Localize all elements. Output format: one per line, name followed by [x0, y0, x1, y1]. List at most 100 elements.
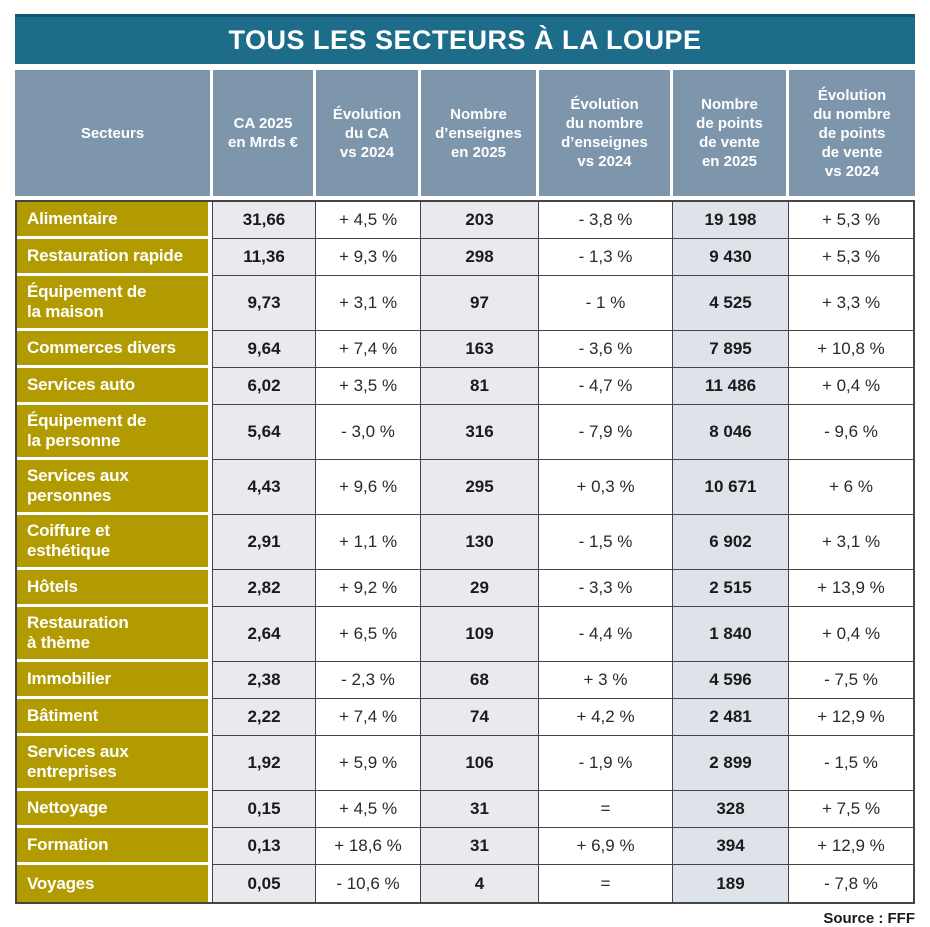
points-vente-evolution-value: + 5,3 %: [788, 202, 913, 239]
enseignes-count-value: 130: [420, 515, 538, 570]
sector-label: Alimentaire: [17, 202, 212, 239]
enseignes-evolution-value: + 3 %: [538, 662, 672, 699]
ca-2025-value: 5,64: [212, 405, 315, 460]
ca-2025-value: 2,91: [212, 515, 315, 570]
enseignes-evolution-value: - 7,9 %: [538, 405, 672, 460]
enseignes-evolution-value: - 3,6 %: [538, 331, 672, 368]
source-credit: Source : FFF: [823, 910, 915, 927]
points-vente-count-value: 4 525: [672, 276, 788, 331]
enseignes-evolution-value: + 6,9 %: [538, 828, 672, 865]
enseignes-evolution-value: - 1 %: [538, 276, 672, 331]
enseignes-count-value: 74: [420, 699, 538, 736]
enseignes-evolution-value: - 1,9 %: [538, 736, 672, 791]
sector-label: Hôtels: [17, 570, 212, 607]
points-vente-count-value: 4 596: [672, 662, 788, 699]
table-row: Alimentaire 31,66 + 4,5 % 203 - 3,8 % 19…: [17, 202, 913, 239]
enseignes-count-value: 31: [420, 828, 538, 865]
ca-evolution-value: + 6,5 %: [315, 607, 420, 662]
enseignes-count-value: 109: [420, 607, 538, 662]
points-vente-count-value: 8 046: [672, 405, 788, 460]
table-row: Nettoyage 0,15 + 4,5 % 31 = 328 + 7,5 %: [17, 791, 913, 828]
table-row: Restauration rapide 11,36 + 9,3 % 298 - …: [17, 239, 913, 276]
ca-2025-value: 0,15: [212, 791, 315, 828]
enseignes-evolution-value: =: [538, 791, 672, 828]
enseignes-evolution-value: - 3,3 %: [538, 570, 672, 607]
enseignes-count-value: 97: [420, 276, 538, 331]
sector-label: Équipement de la maison: [17, 276, 212, 331]
sector-label: Commerces divers: [17, 331, 212, 368]
points-vente-count-value: 394: [672, 828, 788, 865]
points-vente-count-value: 11 486: [672, 368, 788, 405]
points-vente-evolution-value: + 6 %: [788, 460, 913, 515]
sector-label: Équipement de la personne: [17, 405, 212, 460]
table-row: Bâtiment 2,22 + 7,4 % 74 + 4,2 % 2 481 +…: [17, 699, 913, 736]
points-vente-evolution-value: - 1,5 %: [788, 736, 913, 791]
sector-label: Coiffure et esthétique: [17, 515, 212, 570]
enseignes-evolution-value: =: [538, 865, 672, 902]
header-nombre-enseignes: Nombre d’enseignes en 2025: [418, 70, 536, 196]
points-vente-evolution-value: + 3,3 %: [788, 276, 913, 331]
ca-2025-value: 0,13: [212, 828, 315, 865]
ca-evolution-value: + 9,2 %: [315, 570, 420, 607]
ca-evolution-value: + 9,6 %: [315, 460, 420, 515]
header-evolution-enseignes: Évolution du nombre d’enseignes vs 2024: [536, 70, 670, 196]
points-vente-evolution-value: + 12,9 %: [788, 828, 913, 865]
ca-2025-value: 6,02: [212, 368, 315, 405]
ca-evolution-value: + 3,1 %: [315, 276, 420, 331]
points-vente-count-value: 2 899: [672, 736, 788, 791]
ca-2025-value: 0,05: [212, 865, 315, 902]
points-vente-count-value: 9 430: [672, 239, 788, 276]
enseignes-count-value: 295: [420, 460, 538, 515]
ca-2025-value: 4,43: [212, 460, 315, 515]
points-vente-evolution-value: + 0,4 %: [788, 607, 913, 662]
sector-label: Nettoyage: [17, 791, 212, 828]
points-vente-count-value: 189: [672, 865, 788, 902]
enseignes-evolution-value: - 1,3 %: [538, 239, 672, 276]
enseignes-count-value: 4: [420, 865, 538, 902]
table-row: Voyages 0,05 - 10,6 % 4 = 189 - 7,8 %: [17, 865, 913, 902]
page-title: TOUS LES SECTEURS À LA LOUPE: [228, 25, 702, 55]
header-nombre-points-vente: Nombre de points de vente en 2025: [670, 70, 786, 196]
enseignes-evolution-value: + 0,3 %: [538, 460, 672, 515]
table-row: Services auto 6,02 + 3,5 % 81 - 4,7 % 11…: [17, 368, 913, 405]
sector-label: Restauration rapide: [17, 239, 212, 276]
table-body: Alimentaire 31,66 + 4,5 % 203 - 3,8 % 19…: [15, 200, 915, 904]
enseignes-evolution-value: - 4,7 %: [538, 368, 672, 405]
points-vente-count-value: 7 895: [672, 331, 788, 368]
enseignes-count-value: 163: [420, 331, 538, 368]
sector-label: Formation: [17, 828, 212, 865]
ca-evolution-value: + 18,6 %: [315, 828, 420, 865]
ca-2025-value: 1,92: [212, 736, 315, 791]
ca-2025-value: 9,73: [212, 276, 315, 331]
points-vente-evolution-value: + 7,5 %: [788, 791, 913, 828]
ca-evolution-value: - 3,0 %: [315, 405, 420, 460]
points-vente-evolution-value: + 10,8 %: [788, 331, 913, 368]
ca-evolution-value: + 5,9 %: [315, 736, 420, 791]
points-vente-count-value: 10 671: [672, 460, 788, 515]
sector-label: Bâtiment: [17, 699, 212, 736]
table-row: Coiffure et esthétique 2,91 + 1,1 % 130 …: [17, 515, 913, 570]
ca-evolution-value: + 4,5 %: [315, 791, 420, 828]
enseignes-count-value: 29: [420, 570, 538, 607]
points-vente-evolution-value: + 5,3 %: [788, 239, 913, 276]
ca-2025-value: 2,22: [212, 699, 315, 736]
header-evolution-points-vente: Évolution du nombre de points de vente v…: [786, 70, 915, 196]
sector-label: Voyages: [17, 865, 212, 902]
ca-evolution-value: + 7,4 %: [315, 331, 420, 368]
table-row: Commerces divers 9,64 + 7,4 % 163 - 3,6 …: [17, 331, 913, 368]
table-row: Services aux entreprises 1,92 + 5,9 % 10…: [17, 736, 913, 791]
sector-label: Restauration à thème: [17, 607, 212, 662]
enseignes-count-value: 316: [420, 405, 538, 460]
enseignes-evolution-value: - 1,5 %: [538, 515, 672, 570]
table-header-row: Secteurs CA 2025 en Mrds € Évolution du …: [15, 70, 915, 196]
enseignes-evolution-value: - 3,8 %: [538, 202, 672, 239]
points-vente-evolution-value: - 9,6 %: [788, 405, 913, 460]
sector-label: Immobilier: [17, 662, 212, 699]
points-vente-count-value: 6 902: [672, 515, 788, 570]
enseignes-count-value: 68: [420, 662, 538, 699]
header-secteurs: Secteurs: [15, 70, 210, 196]
ca-2025-value: 2,64: [212, 607, 315, 662]
points-vente-count-value: 2 481: [672, 699, 788, 736]
points-vente-count-value: 328: [672, 791, 788, 828]
